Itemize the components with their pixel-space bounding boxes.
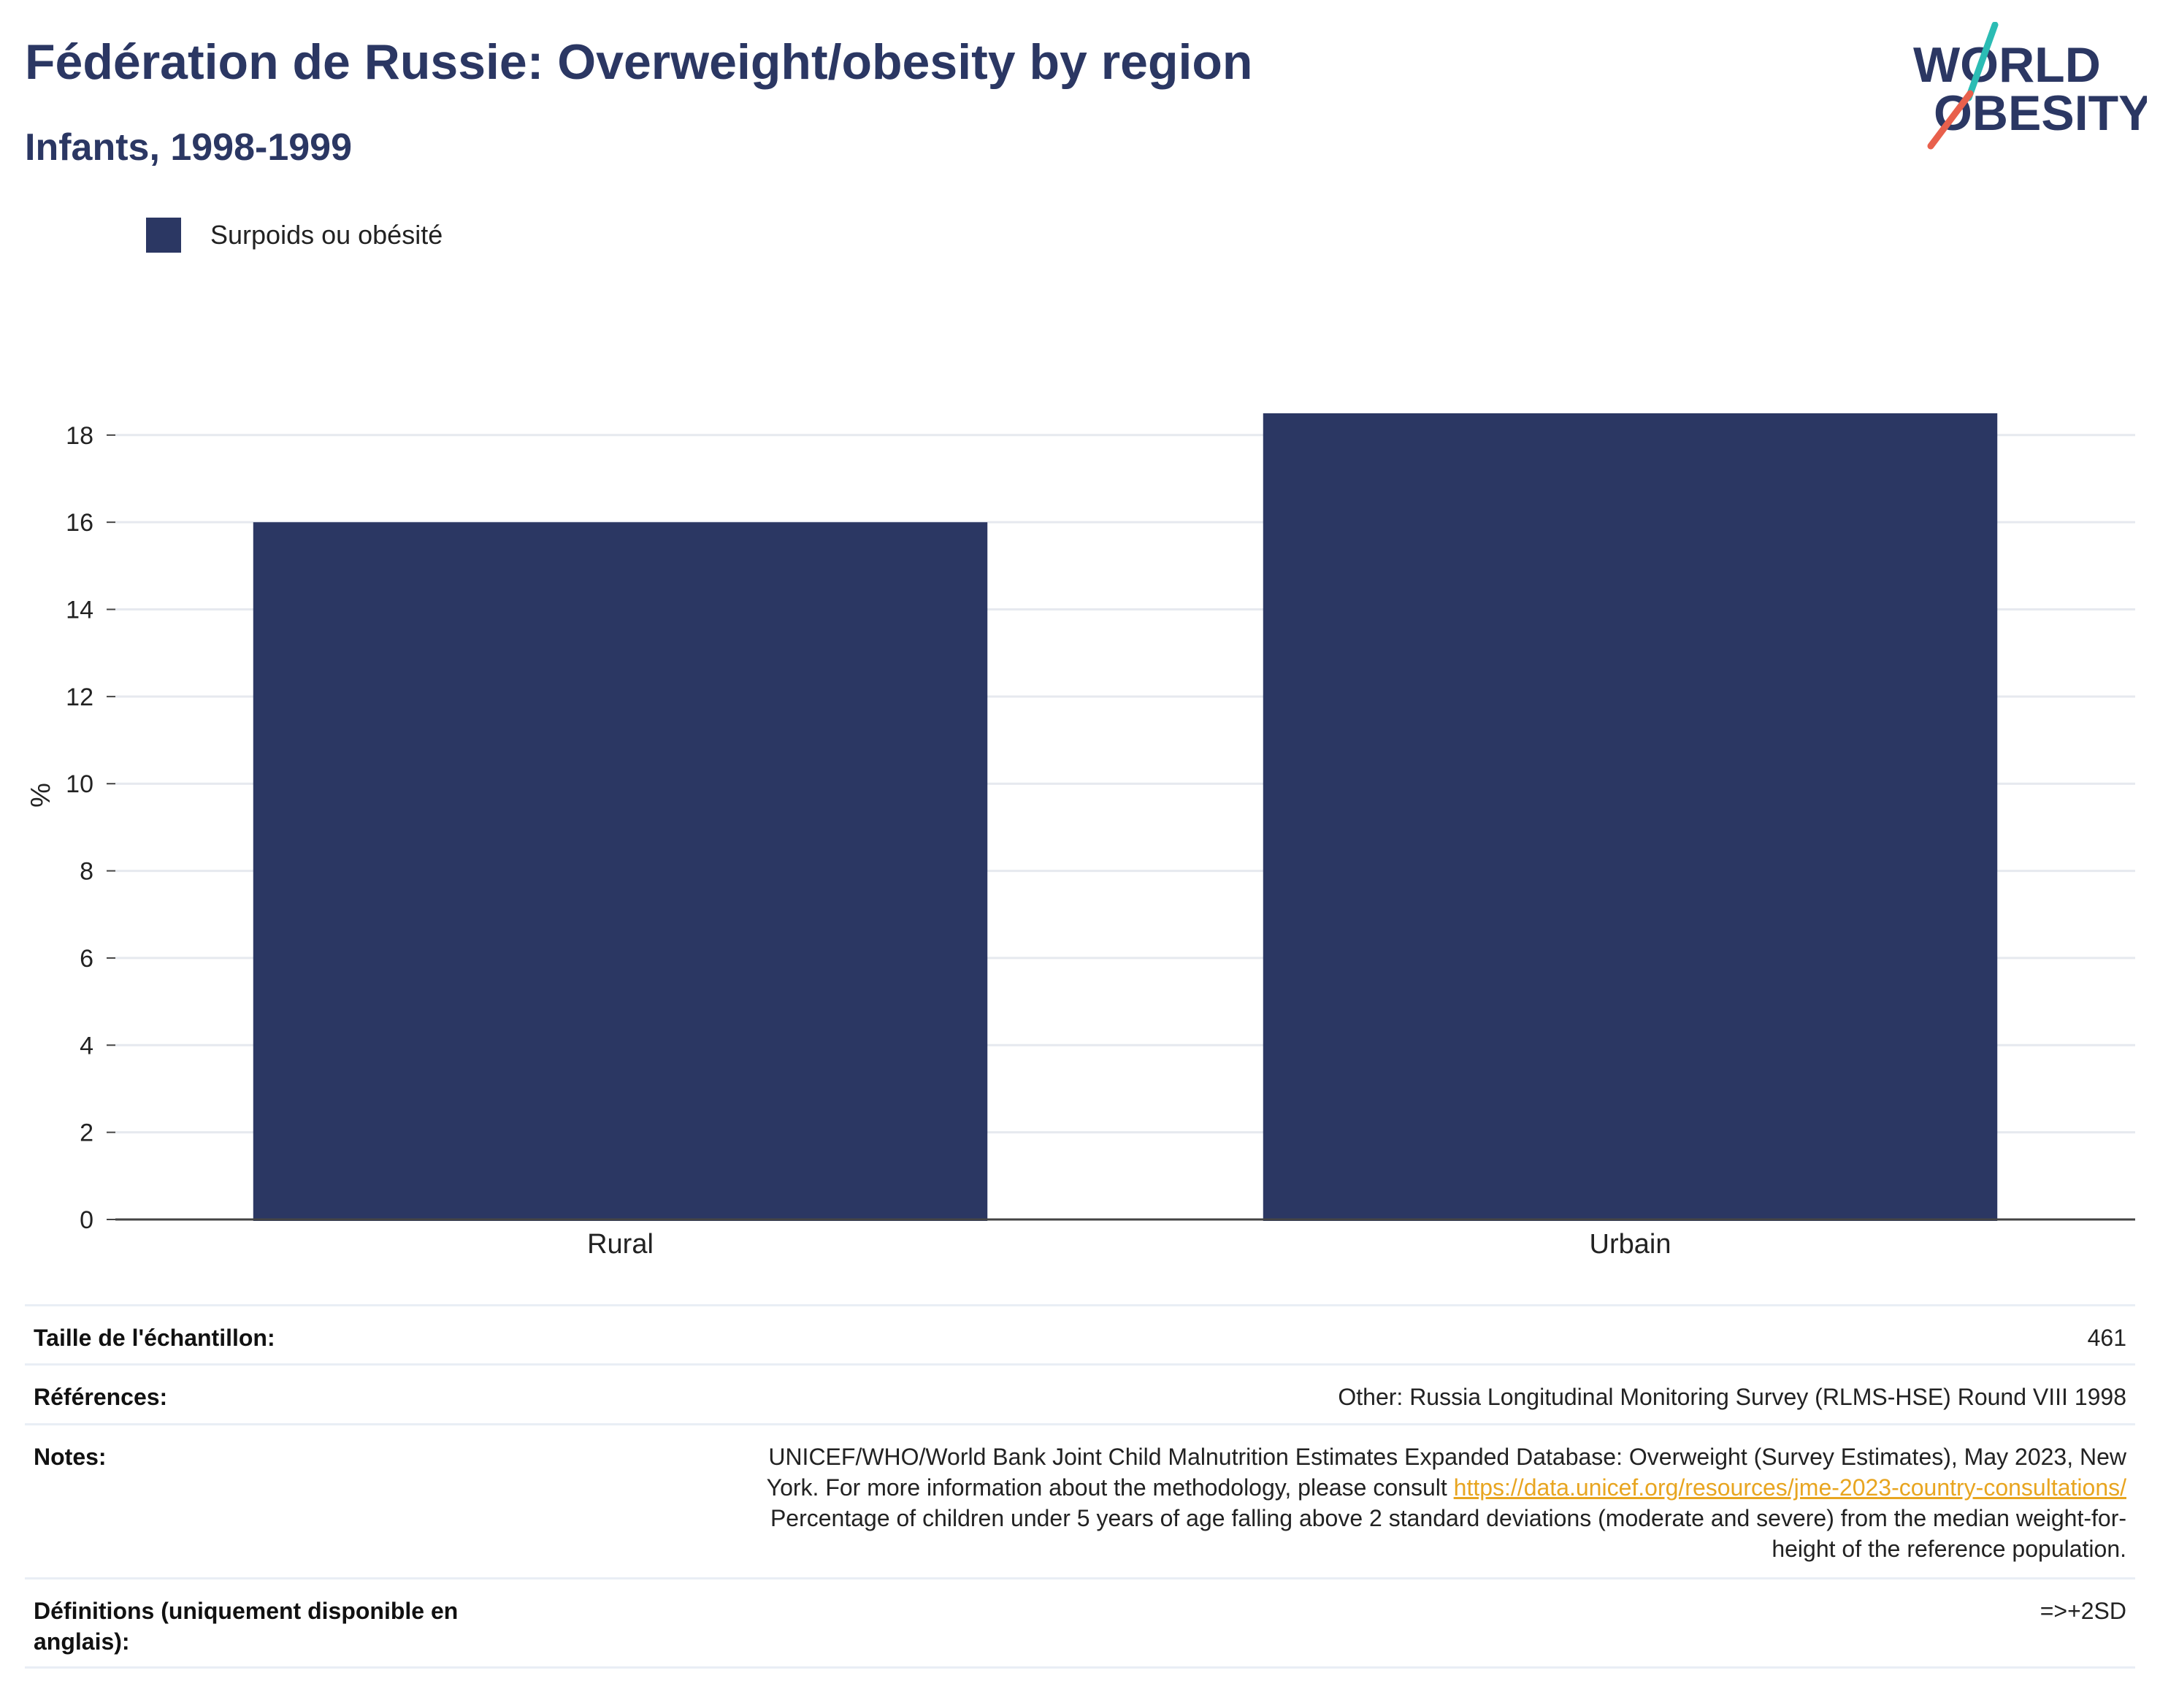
info-row-sample: Taille de l'échantillon: 461 — [25, 1304, 2135, 1363]
y-tick-label: 0 — [80, 1206, 93, 1234]
y-tick-label: 14 — [66, 597, 93, 624]
chart-subtitle: Infants, 1998-1999 — [25, 126, 353, 169]
y-axis-label: % — [26, 783, 56, 808]
notes-label: Notes: — [34, 1444, 107, 1470]
y-tick-label: 2 — [80, 1119, 93, 1147]
y-tick-label: 16 — [66, 509, 93, 537]
notes-line-3: Percentage of children under 5 years of … — [770, 1505, 2126, 1531]
definitions-value: =>+2SD — [2040, 1598, 2126, 1624]
logo-line1: WORLD — [1913, 37, 2101, 93]
x-tick-label: Rural — [587, 1229, 654, 1260]
notes-link[interactable]: https://data.unicef.org/resources/jme-20… — [1453, 1474, 2126, 1501]
info-table: Taille de l'échantillon: 461 Références:… — [25, 1304, 2135, 1669]
x-tick-label: Urbain — [1590, 1229, 1671, 1260]
bar — [253, 522, 988, 1221]
info-row-definitions: Définitions (uniquement disponible en an… — [25, 1577, 2135, 1669]
chart-title: Fédération de Russie: Overweight/obesity… — [25, 34, 1253, 90]
info-row-references: Références: Other: Russia Longitudinal M… — [25, 1363, 2135, 1423]
notes-line-2-text: York. For more information about the met… — [766, 1474, 1454, 1501]
world-obesity-logo: WORLD OBESITY — [1899, 21, 2152, 153]
references-label: Références: — [34, 1384, 168, 1410]
logo-slash-teal — [1965, 21, 1999, 102]
info-row-notes: Notes: UNICEF/WHO/World Bank Joint Child… — [25, 1423, 2135, 1577]
bar-chart: 0 2 4 6 8 10 12 14 16 18% Rural Urbain — [26, 413, 2135, 1260]
y-tick-label: 4 — [80, 1032, 93, 1060]
sample-size-value: 461 — [2087, 1325, 2126, 1351]
references-value: Other: Russia Longitudinal Monitoring Su… — [1338, 1384, 2126, 1410]
notes-line-1: UNICEF/WHO/World Bank Joint Child Malnut… — [768, 1444, 2126, 1470]
notes-line-2: York. For more information about the met… — [767, 1472, 2126, 1503]
notes-value: UNICEF/WHO/World Bank Joint Child Malnut… — [767, 1441, 2135, 1577]
y-tick-label: 18 — [66, 422, 93, 450]
legend-swatch — [146, 218, 181, 253]
notes-line-4: height of the reference population. — [1772, 1536, 2126, 1562]
y-tick-label: 12 — [66, 683, 93, 711]
logo-slash-red — [1927, 90, 1974, 150]
y-tick-label: 8 — [80, 858, 93, 886]
y-tick-label: 6 — [80, 945, 93, 973]
legend[interactable]: Surpoids ou obésité — [146, 216, 443, 254]
bar — [1263, 413, 1998, 1221]
legend-label: Surpoids ou obésité — [210, 220, 443, 250]
y-tick-label: 10 — [66, 770, 93, 798]
definitions-label: Définitions (uniquement disponible en an… — [34, 1598, 459, 1655]
sample-size-label: Taille de l'échantillon: — [34, 1325, 275, 1351]
